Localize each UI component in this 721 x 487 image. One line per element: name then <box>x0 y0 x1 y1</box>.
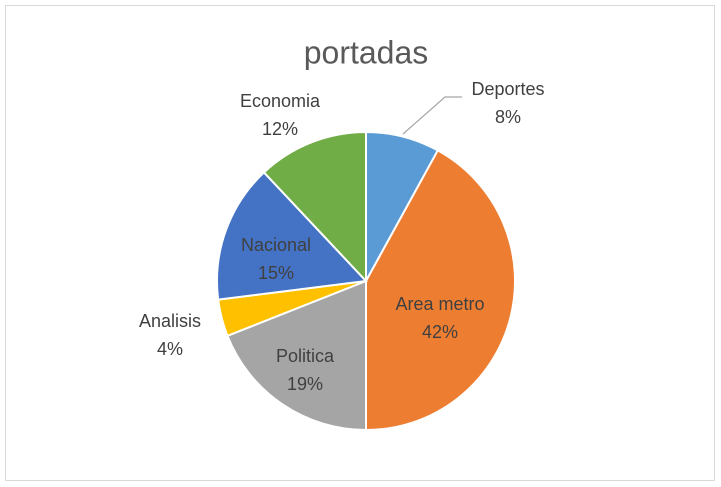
slice-value-label: 19% <box>287 374 323 394</box>
slice-value-label: 12% <box>262 119 298 139</box>
slice-label: Deportes <box>471 79 544 99</box>
chart-title: portadas <box>304 34 429 70</box>
pie-slice <box>262 130 367 284</box>
slice-label: Politica <box>276 346 335 366</box>
slice-label: Nacional <box>241 235 311 255</box>
pie-slice <box>216 170 369 301</box>
slice-value-label: 8% <box>495 107 521 127</box>
pie-slice <box>226 279 367 432</box>
slice-label: Area metro <box>395 294 484 314</box>
leader-line <box>402 96 462 135</box>
pie-slice <box>365 149 516 432</box>
slice-value-label: 4% <box>157 339 183 359</box>
slice-value-label: 42% <box>422 322 458 342</box>
slice-value-label: 15% <box>258 263 294 283</box>
slice-label: Economia <box>240 91 321 111</box>
slice-label: Analisis <box>139 311 201 331</box>
